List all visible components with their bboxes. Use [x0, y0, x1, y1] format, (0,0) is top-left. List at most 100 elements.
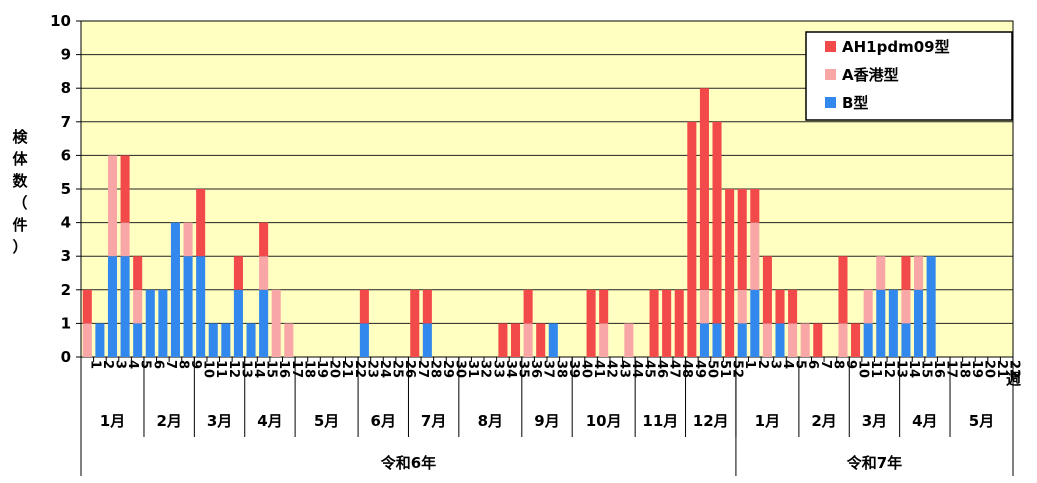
y-tick-label: 6 — [61, 146, 71, 164]
x-week-label: 16 — [276, 360, 291, 378]
bar-b-type — [548, 323, 558, 357]
bar-ah1pdm09-type — [662, 289, 672, 357]
y-tick-label: 7 — [61, 113, 71, 131]
x-week-label: 47 — [667, 360, 682, 378]
bar-b-type — [775, 323, 785, 357]
x-week-label: 17 — [289, 360, 304, 378]
month-label: 3月 — [207, 412, 232, 430]
bar-a-hongkong-type — [876, 256, 886, 290]
bar-b-type — [876, 289, 886, 357]
bar-ah1pdm09-type — [523, 289, 533, 324]
x-week-label: 17 — [944, 360, 959, 378]
y-tick-label: 9 — [61, 46, 71, 64]
y-tick-label: 4 — [61, 214, 71, 232]
x-week-label: 28 — [427, 360, 442, 378]
x-week-label: 18 — [956, 360, 971, 378]
bar-a-hongkong-type — [183, 222, 193, 257]
bar-b-type — [359, 323, 369, 357]
x-week-label: 42 — [604, 360, 619, 378]
x-week-label: 12 — [226, 360, 241, 378]
x-week-label: 19 — [314, 360, 329, 378]
bar-ah1pdm09-type — [359, 289, 369, 324]
legend-box — [805, 31, 1013, 121]
y-tick-label: 2 — [61, 281, 71, 299]
year-label: 令和7年 — [847, 454, 902, 472]
x-week-label: 12 — [881, 360, 896, 378]
y-tick-label: 0 — [61, 348, 71, 366]
x-week-label: 24 — [377, 360, 392, 378]
y-tick-label: 5 — [61, 180, 71, 198]
bar-ah1pdm09-type — [838, 256, 848, 324]
bar-b-type — [133, 323, 143, 357]
bar-ah1pdm09-type — [510, 323, 521, 357]
x-week-label: 20 — [327, 360, 342, 378]
bar-a-hongkong-type — [788, 323, 798, 357]
x-week-label: 37 — [541, 360, 556, 378]
y-axis-label-char: ） — [12, 238, 27, 256]
bar-a-hongkong-type — [284, 323, 294, 357]
bar-b-type — [183, 256, 193, 357]
bar-b-type — [863, 323, 873, 357]
bar-b-type — [196, 256, 206, 357]
x-week-label: 1 — [87, 360, 102, 369]
month-label: 3月 — [862, 412, 887, 430]
x-week-label: 6 — [150, 360, 165, 369]
x-week-label: 14 — [906, 360, 921, 378]
bar-ah1pdm09-type — [422, 289, 432, 324]
x-week-label: 9 — [843, 360, 858, 369]
bar-ah1pdm09-type — [712, 121, 722, 324]
x-week-label: 45 — [641, 360, 656, 378]
x-week-label: 36 — [528, 360, 543, 378]
bar-b-type — [95, 323, 105, 357]
year-label: 令和6年 — [381, 454, 436, 472]
bar-b-type — [888, 289, 898, 357]
bars — [82, 88, 936, 357]
x-week-label: 51 — [717, 360, 732, 378]
x-week-label: 50 — [704, 360, 719, 378]
y-tick-label: 10 — [50, 12, 71, 30]
bar-b-type — [107, 256, 118, 357]
legend-label: A香港型 — [842, 66, 899, 84]
x-week-label: 10 — [201, 360, 216, 378]
bar-b-type — [699, 323, 709, 357]
y-axis-label-char: （ — [12, 194, 27, 212]
bar-ah1pdm09-type — [649, 289, 659, 357]
bar-a-hongkong-type — [259, 256, 269, 290]
month-label: 7月 — [421, 412, 446, 430]
legend: AH1pdm09型 A香港型 B型 — [805, 31, 1013, 121]
x-week-label: 41 — [591, 360, 606, 378]
month-label: 12月 — [693, 412, 729, 430]
legend-swatch — [825, 97, 836, 108]
bar-a-hongkong-type — [624, 323, 634, 357]
y-axis-label-char: 検 — [12, 128, 28, 146]
x-week-label: 11 — [868, 360, 883, 378]
x-week-label: 21 — [994, 360, 1009, 378]
bar-b-type — [712, 323, 722, 357]
month-label: 4月 — [257, 412, 282, 430]
bar-a-hongkong-type — [914, 256, 924, 290]
bar-ah1pdm09-type — [750, 189, 760, 223]
x-week-label: 7 — [163, 360, 178, 369]
x-week-label: 48 — [679, 360, 694, 378]
y-tick-label: 1 — [61, 314, 71, 332]
legend-label: AH1pdm09型 — [842, 38, 950, 56]
bar-ah1pdm09-type — [536, 323, 546, 357]
x-week-label: 2 — [100, 360, 115, 369]
bar-b-type — [170, 222, 180, 357]
legend-label: B型 — [842, 94, 868, 112]
x-week-label: 13 — [238, 360, 253, 378]
x-week-label: 13 — [893, 360, 908, 378]
x-week-label: 4 — [780, 360, 795, 369]
x-week-labels: 1234567891011121314151617181920212223242… — [87, 360, 1021, 378]
bar-ah1pdm09-type — [851, 323, 861, 357]
month-label: 1月 — [755, 412, 780, 430]
x-week-label: 30 — [453, 360, 468, 378]
bar-a-hongkong-type — [901, 289, 911, 324]
x-week-label: 46 — [654, 360, 669, 378]
bar-b-type — [737, 323, 747, 357]
legend-swatch — [825, 69, 836, 80]
x-week-label: 32 — [478, 360, 493, 378]
bar-a-hongkong-type — [762, 323, 772, 357]
y-tick-label: 3 — [61, 247, 71, 265]
bar-ah1pdm09-type — [737, 189, 747, 290]
